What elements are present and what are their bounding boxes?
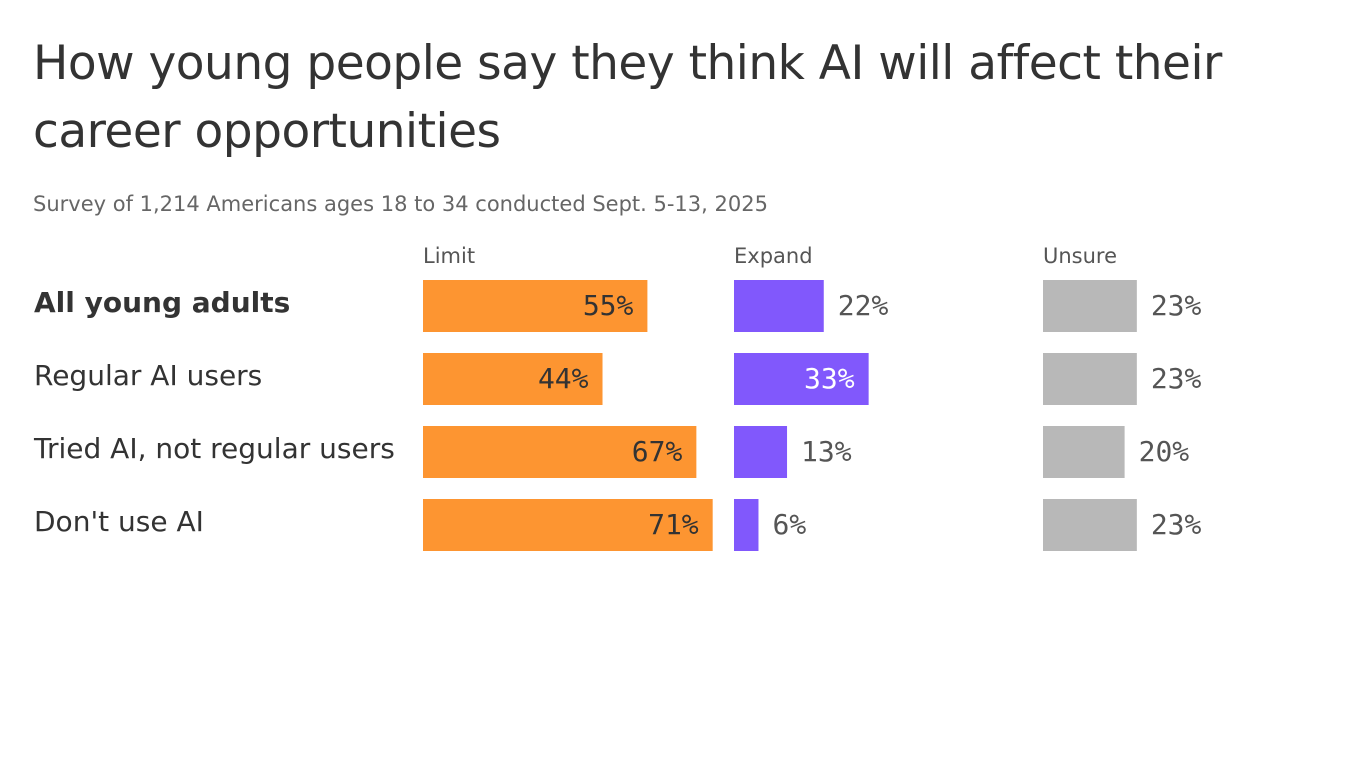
value-label: 71% [648,508,699,541]
bar [1043,280,1137,332]
category-label: All young adults [34,286,290,319]
bar [734,353,869,405]
value-label: 20% [1139,435,1190,468]
bar [423,426,697,478]
value-label: 23% [1151,289,1202,322]
chart-subtitle: Survey of 1,214 Americans ages 18 to 34 … [33,192,768,216]
bar [1043,426,1125,478]
category-label: Regular AI users [34,359,262,392]
bar [734,280,824,332]
bar [734,426,788,478]
bar [423,353,603,405]
value-label: 6% [772,508,806,541]
value-label: 33% [804,362,855,395]
bar [734,499,759,551]
bar [423,280,648,332]
value-label: 44% [538,362,589,395]
category-label: Don't use AI [34,505,204,538]
value-label: 55% [583,289,634,322]
bar [1043,499,1137,551]
value-label: 23% [1151,362,1202,395]
legend-label: Limit [423,244,475,268]
value-label: 13% [801,435,852,468]
legend-label: Expand [734,244,813,268]
value-label: 22% [838,289,889,322]
category-label: Tried AI, not regular users [33,432,395,465]
legend-label: Unsure [1043,244,1117,268]
bar [423,499,713,551]
value-label: 23% [1151,508,1202,541]
chart-title: How young people say they think AI will … [33,36,1222,159]
bar [1043,353,1137,405]
value-label: 67% [632,435,683,468]
